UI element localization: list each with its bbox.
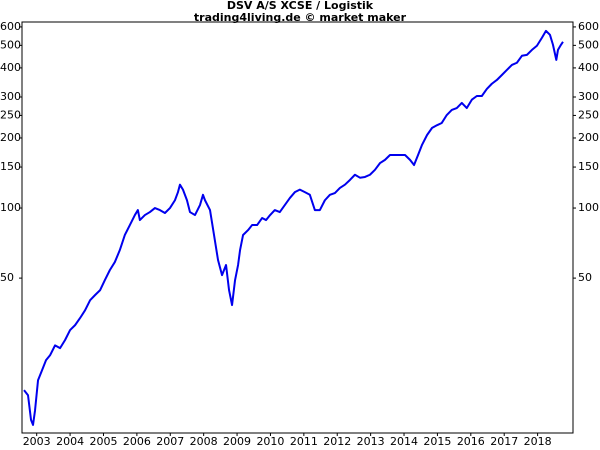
y-tick-label: 50 <box>0 271 14 284</box>
x-tick-label: 2018 <box>524 435 552 448</box>
y-tick-label: 500 <box>0 38 21 51</box>
x-tick-label: 2011 <box>290 435 318 448</box>
x-tick-label: 2010 <box>256 435 284 448</box>
x-tick-label: 2006 <box>123 435 151 448</box>
x-tick-label: 2008 <box>190 435 218 448</box>
price-line <box>23 29 564 426</box>
x-tick-label: 2013 <box>357 435 385 448</box>
y-tick-label-right: 200 <box>578 131 599 144</box>
y-tick-label: 300 <box>0 90 21 103</box>
y-tick-label-right: 300 <box>578 90 599 103</box>
x-tick-label: 2012 <box>323 435 351 448</box>
x-tick-label: 2007 <box>156 435 184 448</box>
y-tick-label: 150 <box>0 160 21 173</box>
x-tick-label: 2014 <box>390 435 418 448</box>
y-tick-label: 400 <box>0 61 21 74</box>
y-tick-label: 100 <box>0 201 21 214</box>
y-tick-label-right: 100 <box>578 201 599 214</box>
chart-title: DSV A/S XCSE / Logistik <box>227 0 374 12</box>
y-tick-label-right: 400 <box>578 61 599 74</box>
y-tick-label: 200 <box>0 131 21 144</box>
y-tick-label-right: 600 <box>578 20 599 33</box>
x-tick-label: 2015 <box>423 435 451 448</box>
x-tick-label: 2003 <box>23 435 51 448</box>
y-tick-label-right: 500 <box>578 38 599 51</box>
x-tick-label: 2017 <box>490 435 518 448</box>
y-tick-label: 600 <box>0 20 21 33</box>
x-tick-label: 2004 <box>56 435 84 448</box>
y-tick-label-right: 50 <box>578 271 592 284</box>
y-tick-label: 250 <box>0 108 21 121</box>
chart-subtitle: trading4living.de © market maker <box>194 11 407 24</box>
x-tick-label: 2005 <box>89 435 117 448</box>
y-tick-label-right: 250 <box>578 108 599 121</box>
y-tick-label-right: 150 <box>578 160 599 173</box>
plot-frame <box>21 21 574 434</box>
x-tick-label: 2016 <box>457 435 485 448</box>
x-tick-label: 2009 <box>223 435 251 448</box>
